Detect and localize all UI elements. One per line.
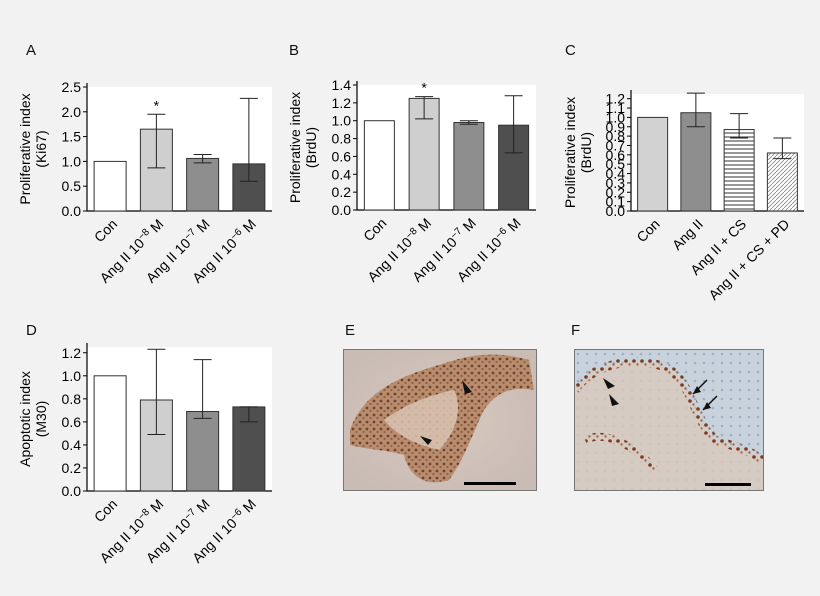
y-axis-label: Proliferative index — [17, 93, 33, 204]
y-tick-label: 1.0 — [332, 113, 352, 129]
scale-bar — [464, 482, 516, 485]
error-bar — [773, 137, 792, 160]
y-axis-label: (BrdU) — [303, 127, 319, 168]
y-tick-label: 0.6 — [62, 414, 82, 430]
bar — [363, 120, 395, 211]
chart-panel-c: 0.00.10.20.30.40.50.60.70.80.91.01.11.2 P… — [562, 90, 804, 303]
chart-panel-b: 0.0 0.2 0.4 0.60.8 1.0 1.2 1.4 Proliferative in… — [287, 77, 536, 285]
y-tick-label: 0.4 — [62, 437, 82, 453]
y-tick-label: 1.0 — [606, 109, 626, 125]
arrowhead-icon — [462, 380, 472, 394]
error-bar — [147, 348, 166, 436]
significance-marker: * — [421, 80, 427, 96]
x-tick-label: Con — [91, 496, 120, 525]
y-tick-label: 0.4 — [606, 166, 626, 182]
y-tick-label: 1.0 — [62, 153, 82, 169]
y-tick-label: 2.5 — [62, 79, 82, 95]
arrowhead-icon — [609, 394, 619, 406]
error-bar — [459, 120, 478, 125]
y-tick-label: 0.4 — [332, 166, 352, 182]
y-tick-label: 1.5 — [62, 129, 82, 145]
error-bar — [415, 96, 434, 120]
panel-letter-a: A — [26, 42, 37, 59]
y-tick-label: 0.8 — [332, 131, 352, 147]
micrograph-e — [343, 349, 537, 491]
y-axis-label: Proliferative index — [562, 97, 578, 208]
error-bar — [686, 92, 705, 128]
bar — [93, 160, 127, 212]
y-tick-label: 0.3 — [606, 175, 626, 191]
arrowhead-icon — [603, 378, 615, 389]
y-tick-label: 2.0 — [62, 104, 82, 120]
x-tick-label: Con — [633, 216, 662, 245]
y-tick-label: 0.2 — [62, 460, 82, 476]
y-tick-label: 0.5 — [606, 156, 626, 172]
chart-panel-d: 0.0 0.2 0.4 0.6 0.8 1.0 1.2 Apoptotic index (M30… — [17, 343, 272, 566]
y-axis-label: (BrdU) — [578, 132, 594, 173]
y-axis-label: Apoptotic index — [17, 371, 33, 467]
error-bar — [193, 359, 212, 419]
micrograph-e-image — [344, 350, 536, 490]
panel-letter-e: E — [345, 322, 356, 339]
bar — [680, 112, 712, 212]
significance-marker: * — [154, 97, 160, 113]
error-bar — [193, 153, 212, 164]
panel-letter-d: D — [26, 322, 37, 339]
bar — [723, 129, 755, 212]
y-tick-label: 1.4 — [332, 77, 352, 93]
y-tick-label: 0.0 — [332, 202, 352, 218]
y-tick-label: 1.2 — [62, 345, 82, 361]
y-tick-label: 1.0 — [62, 368, 82, 384]
y-tick-label: 0.2 — [332, 184, 352, 200]
x-tick-label: Ang II — [669, 216, 706, 253]
error-bar — [147, 113, 166, 169]
error-bar — [239, 97, 258, 182]
y-tick-label: 1.2 — [332, 95, 352, 111]
y-tick-label: 0.2 — [606, 184, 626, 200]
x-tick-label: Con — [91, 216, 120, 245]
y-tick-label: 0.5 — [62, 178, 82, 194]
y-tick-label: 0.7 — [606, 137, 626, 153]
y-tick-label: 0.6 — [606, 147, 626, 163]
panel-letter-b: B — [289, 42, 300, 59]
error-bar — [504, 95, 523, 154]
error-bar — [239, 406, 258, 423]
y-tick-label: 0.1 — [606, 194, 626, 210]
bar — [186, 411, 220, 492]
y-tick-label: 0.0 — [62, 203, 82, 219]
arrowhead-icon — [420, 436, 432, 445]
chart-panel-a: 0.0 0.5 1.0 1.5 2.0 2.5 Proliferative index (Ki… — [17, 79, 272, 286]
micrograph-f-image — [575, 350, 763, 490]
y-axis-label: Proliferative index — [287, 92, 303, 203]
x-tick-label: Con — [360, 215, 389, 244]
micrograph-f — [574, 349, 764, 491]
bar — [186, 157, 220, 212]
bar — [637, 116, 669, 212]
panel-letter-f: F — [571, 322, 581, 339]
scale-bar — [705, 483, 751, 486]
panel-letter-c: C — [565, 42, 576, 59]
y-tick-label: 0.0 — [606, 203, 626, 219]
bar — [453, 122, 485, 211]
bar — [766, 152, 798, 212]
y-tick-label: 1.1 — [606, 100, 626, 116]
y-tick-label: 0.0 — [62, 483, 82, 499]
y-tick-label: 0.8 — [62, 391, 82, 407]
y-axis-label: (M30) — [33, 401, 49, 438]
x-tick-label: Ang II + CS + PD — [705, 216, 792, 303]
error-bar — [730, 113, 749, 139]
y-axis-label: (Ki67) — [33, 130, 49, 167]
y-tick-label: 0.6 — [332, 148, 352, 164]
y-tick-label: 1.2 — [606, 91, 626, 107]
bar — [139, 128, 173, 212]
bar — [93, 375, 127, 492]
y-tick-label: 0.9 — [606, 119, 626, 135]
villus-outline — [575, 361, 763, 490]
y-tick-label: 0.8 — [606, 128, 626, 144]
